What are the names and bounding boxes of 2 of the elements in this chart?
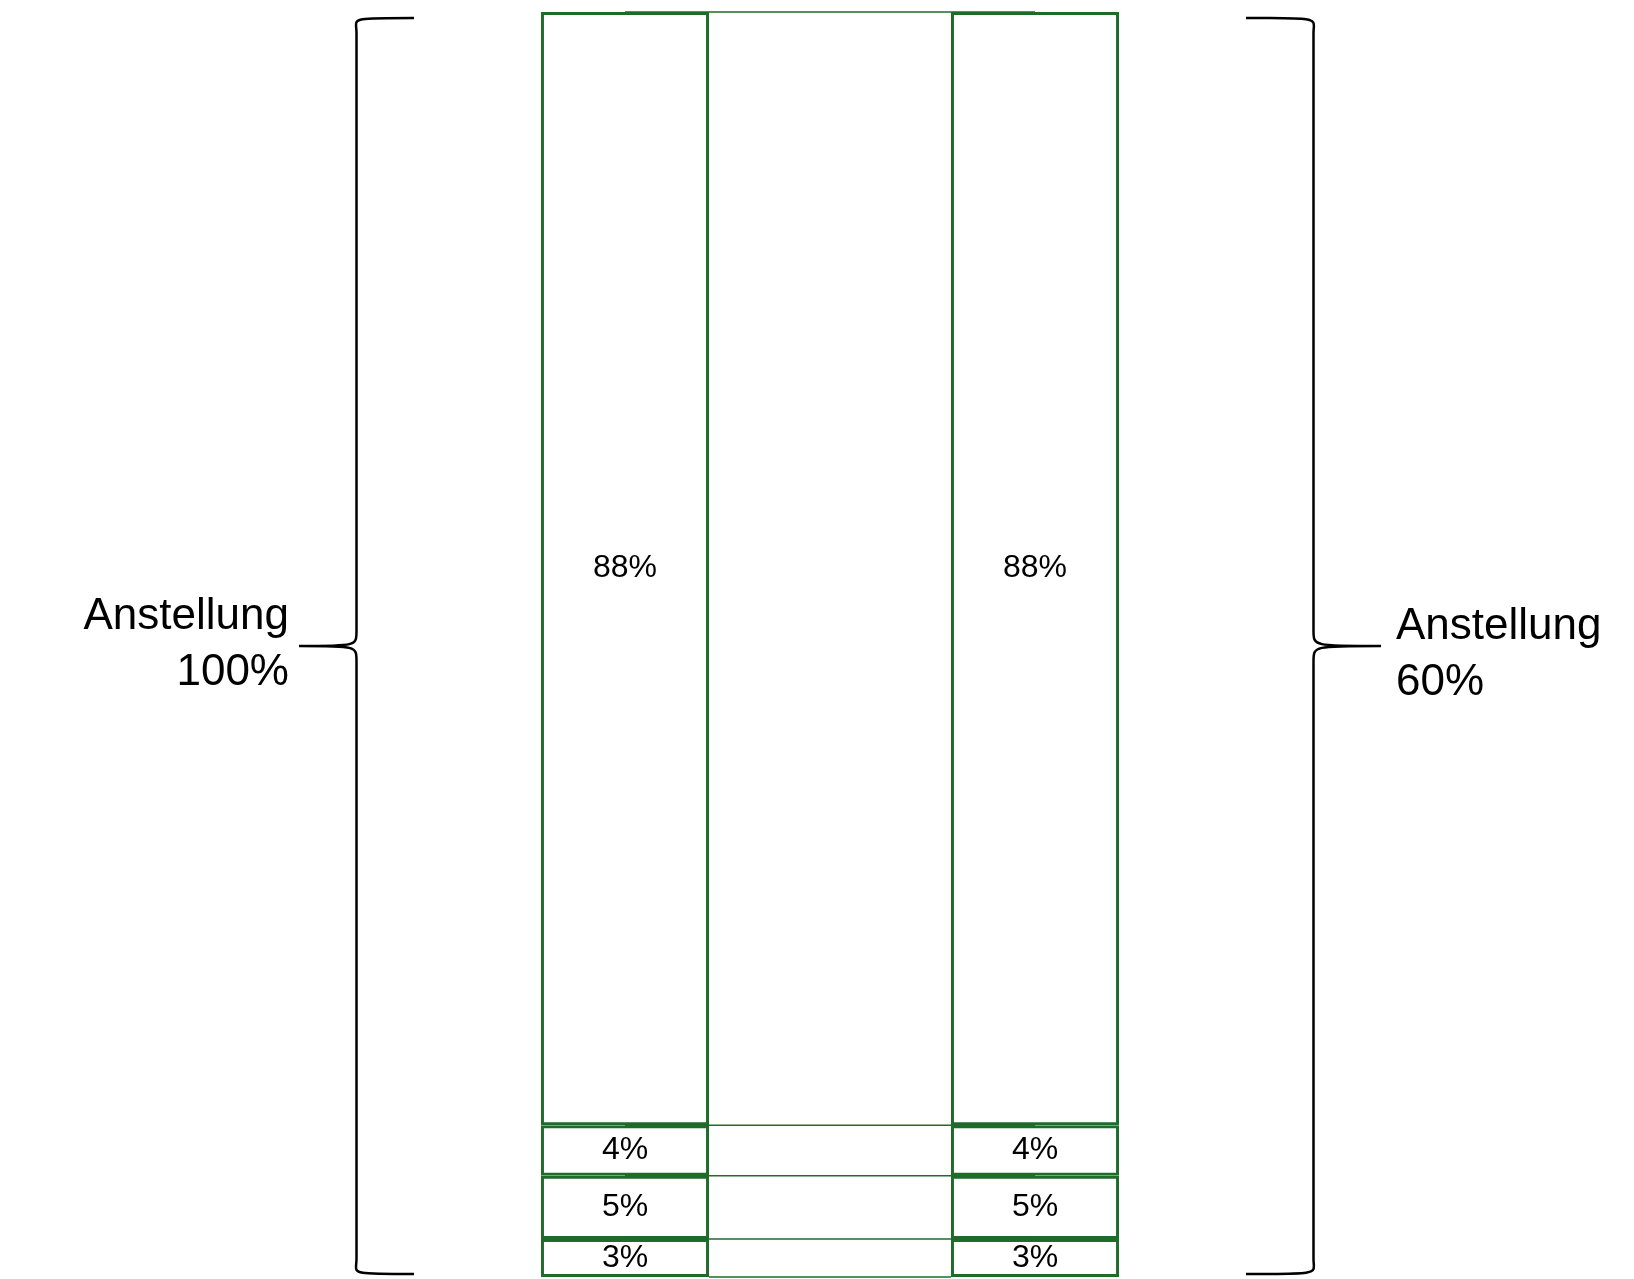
text: Anstellung 100% xyxy=(82,588,289,696)
text: Anstellung 60% xyxy=(1396,598,1603,706)
